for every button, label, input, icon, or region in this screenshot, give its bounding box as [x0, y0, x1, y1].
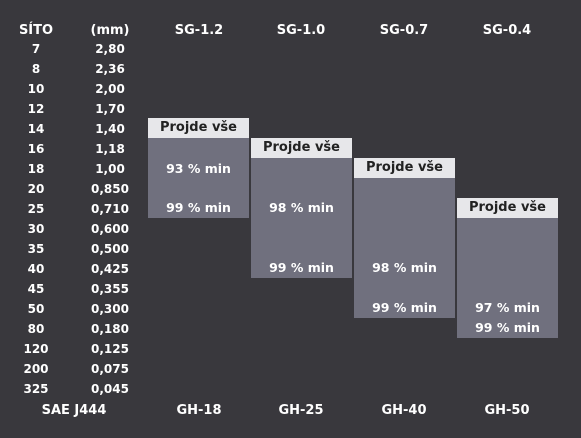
sieve-mm: 0,180 [91, 322, 129, 336]
sieve-size: 16 [27, 142, 45, 156]
grade-header-sg10: SG-1.0 [276, 23, 326, 38]
sieve-mm: 0,500 [91, 242, 129, 256]
sieve-mm: 0,300 [91, 302, 129, 316]
pass-label-sg07: Projde vše [354, 158, 455, 178]
sieve-size: 10 [27, 82, 45, 96]
sieve-size: 50 [27, 302, 45, 316]
sieve-mm: 0,355 [91, 282, 129, 296]
sieve-mm: 0,600 [91, 222, 129, 236]
sieve-mm: 1,18 [95, 142, 125, 156]
sieve-mm: 2,00 [95, 82, 125, 96]
grade-header-sg12: SG-1.2 [174, 23, 224, 38]
sieve-size: 18 [27, 162, 45, 176]
code-gh50: GH-50 [484, 403, 530, 418]
sieve-size: 20 [27, 182, 45, 196]
unit-header: (mm) [90, 23, 130, 38]
grade-block-sg10 [251, 158, 352, 278]
min-label-sg12-1: 93 % min [166, 161, 231, 176]
sieve-mm: 1,40 [95, 122, 125, 136]
sieve-mm: 0,850 [91, 182, 129, 196]
grade-block-sg04 [457, 218, 558, 338]
min-label-sg07-2: 99 % min [372, 300, 437, 315]
sieve-size: 200 [23, 362, 49, 376]
sieve-mm: 0,125 [91, 342, 129, 356]
sieve-header: SÍTO [18, 23, 54, 38]
pass-label-sg04: Projde vše [457, 198, 558, 218]
sieve-size: 8 [31, 62, 41, 76]
sieve-size: 35 [27, 242, 45, 256]
sieve-size: 12 [27, 102, 45, 116]
sieve-mm: 2,80 [95, 42, 125, 56]
sieve-mm: 1,70 [95, 102, 125, 116]
sieve-size: 30 [27, 222, 45, 236]
sieve-size: 80 [27, 322, 45, 336]
sieve-size: 120 [23, 342, 49, 356]
min-label-sg04-2: 99 % min [475, 320, 540, 335]
sieve-mm: 2,36 [95, 62, 125, 76]
sieve-size: 25 [27, 202, 45, 216]
sieve-mm: 1,00 [95, 162, 125, 176]
grade-block-sg07 [354, 178, 455, 318]
sieve-size: 325 [23, 382, 49, 396]
pass-label-sg10: Projde vše [251, 138, 352, 158]
pass-label-sg12: Projde vše [148, 118, 249, 138]
min-label-sg07-1: 98 % min [372, 260, 437, 275]
grade-header-sg07: SG-0.7 [379, 23, 429, 38]
grade-header-sg04: SG-0.4 [482, 23, 532, 38]
sieve-mm: 0,045 [91, 382, 129, 396]
standard-label: SAE J444 [41, 403, 107, 418]
min-label-sg04-1: 97 % min [475, 300, 540, 315]
sieve-size: 7 [31, 42, 41, 56]
min-label-sg10-1: 98 % min [269, 200, 334, 215]
min-label-sg10-2: 99 % min [269, 260, 334, 275]
code-gh40: GH-40 [381, 403, 427, 418]
sieve-mm: 0,075 [91, 362, 129, 376]
code-gh18: GH-18 [176, 403, 222, 418]
sieve-mm: 0,710 [91, 202, 129, 216]
sieve-size: 14 [27, 122, 45, 136]
sieve-size: 45 [27, 282, 45, 296]
grade-block-sg12 [148, 138, 249, 218]
code-gh25: GH-25 [278, 403, 324, 418]
sieve-size: 40 [27, 262, 45, 276]
min-label-sg12-2: 99 % min [166, 200, 231, 215]
sieve-mm: 0,425 [91, 262, 129, 276]
